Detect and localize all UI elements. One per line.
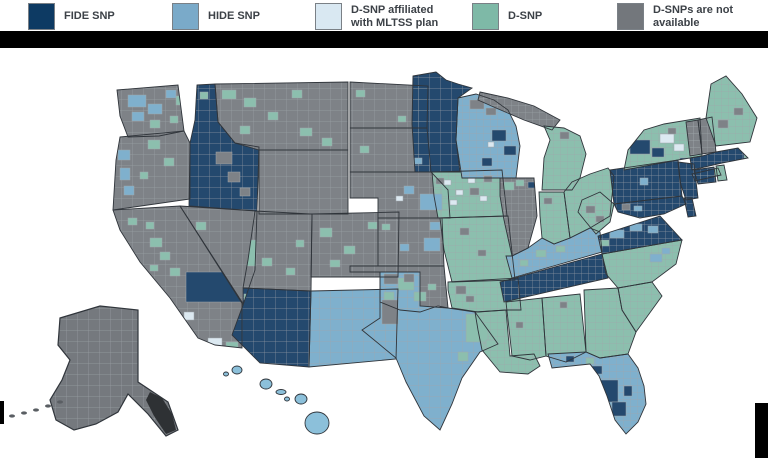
state-hi bbox=[294, 393, 308, 405]
aleutian-islands-dot bbox=[21, 411, 27, 415]
aleutian-islands-dot bbox=[57, 400, 63, 404]
fide-snp-swatch bbox=[28, 3, 55, 30]
legend-item-hide-snp: HIDE SNP bbox=[172, 3, 260, 30]
mltss-label: D-SNP affiliated with MLTSS plan bbox=[351, 3, 439, 29]
left-edge-black-bar bbox=[0, 401, 4, 424]
not-available-swatch bbox=[617, 3, 644, 30]
legend-item-mltss: D-SNP affiliated with MLTSS plan bbox=[315, 3, 438, 30]
dsnp-swatch bbox=[472, 3, 499, 30]
aleutian-islands-dot bbox=[9, 414, 15, 418]
alaska-southeast-islands bbox=[146, 392, 176, 434]
legend-item-fide-snp: FIDE SNP bbox=[28, 3, 115, 30]
state-hi bbox=[223, 371, 229, 377]
not-available-label: D-SNPs are not available bbox=[653, 3, 734, 29]
hide-snp-label: HIDE SNP bbox=[208, 10, 260, 22]
state-hi bbox=[275, 389, 287, 395]
top-black-bar bbox=[0, 31, 768, 48]
aleutian-islands-dot bbox=[45, 404, 51, 408]
state-hi bbox=[304, 411, 330, 435]
fide-snp-label: FIDE SNP bbox=[64, 10, 115, 22]
legend-item-not-available: D-SNPs are not available bbox=[617, 3, 733, 30]
mltss-swatch bbox=[315, 3, 342, 30]
aleutian-islands-dot bbox=[33, 408, 39, 412]
state-hi bbox=[231, 365, 243, 375]
state-hi bbox=[259, 378, 273, 390]
legend-item-dsnp: D-SNP bbox=[472, 3, 542, 30]
dsnp-label: D-SNP bbox=[508, 10, 543, 22]
map-legend: FIDE SNP HIDE SNP D-SNP affiliated with … bbox=[0, 0, 768, 31]
hide-snp-swatch bbox=[172, 3, 199, 30]
state-hi bbox=[284, 396, 290, 402]
right-edge-black-bar bbox=[755, 403, 768, 458]
